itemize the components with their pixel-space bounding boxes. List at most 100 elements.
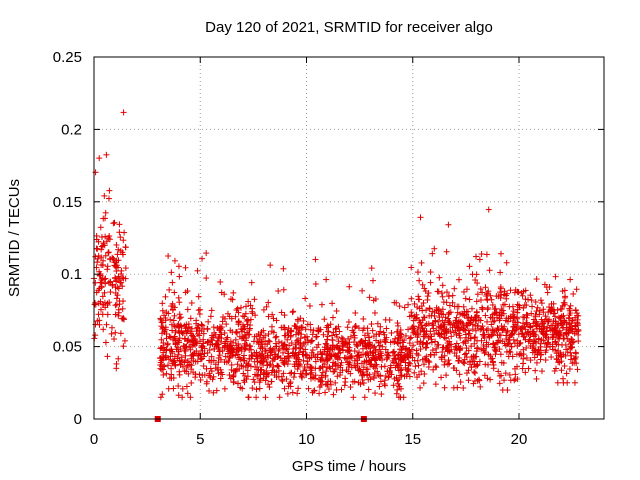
data-point xyxy=(348,352,355,359)
data-point xyxy=(520,346,527,353)
data-point xyxy=(312,358,319,365)
data-point xyxy=(426,305,433,312)
data-point xyxy=(558,313,565,320)
data-point xyxy=(418,322,425,329)
data-point xyxy=(489,301,496,308)
data-point xyxy=(312,281,319,288)
data-point xyxy=(571,355,578,362)
data-point xyxy=(207,365,214,372)
data-point xyxy=(501,377,508,384)
data-point xyxy=(492,305,499,312)
data-point xyxy=(428,336,435,343)
data-point xyxy=(100,257,107,264)
data-point xyxy=(210,389,217,396)
data-point xyxy=(113,277,120,284)
data-point xyxy=(431,331,438,338)
data-point xyxy=(243,341,250,348)
y-tick-labels: 0 0.05 0.1 0.15 0.2 0.25 xyxy=(53,49,82,428)
data-point xyxy=(498,323,505,330)
data-point xyxy=(478,337,485,344)
data-point xyxy=(329,337,336,344)
data-point xyxy=(106,233,113,240)
data-point xyxy=(479,289,486,296)
data-point xyxy=(410,317,417,324)
data-point xyxy=(241,346,248,353)
data-point xyxy=(98,246,105,253)
data-point xyxy=(477,326,484,333)
data-point xyxy=(257,345,264,352)
data-point xyxy=(323,368,330,375)
data-point xyxy=(552,347,559,354)
data-point xyxy=(228,361,235,368)
data-point xyxy=(421,314,428,321)
data-point xyxy=(564,335,571,342)
data-point xyxy=(482,361,489,368)
data-point xyxy=(429,347,436,354)
data-point xyxy=(408,346,415,353)
data-point xyxy=(497,337,504,344)
data-point xyxy=(215,370,222,377)
data-point xyxy=(95,311,102,318)
data-point xyxy=(387,339,394,346)
data-point xyxy=(179,394,186,401)
data-point xyxy=(115,312,122,319)
data-point xyxy=(294,390,301,397)
data-point xyxy=(462,295,469,302)
data-point xyxy=(297,315,304,322)
data-point xyxy=(289,389,296,396)
data-point xyxy=(175,383,182,390)
data-point xyxy=(276,394,283,401)
data-point xyxy=(522,369,529,376)
data-point xyxy=(175,392,182,399)
data-point xyxy=(354,343,361,350)
data-point xyxy=(473,308,480,315)
data-point xyxy=(377,373,384,380)
data-point xyxy=(445,357,452,364)
data-point xyxy=(167,316,174,323)
data-point xyxy=(444,348,451,355)
data-point xyxy=(402,332,409,339)
data-point xyxy=(419,281,426,288)
data-point xyxy=(119,305,126,312)
data-point xyxy=(386,369,393,376)
data-point xyxy=(448,333,455,340)
data-point xyxy=(512,327,519,334)
data-point xyxy=(325,346,332,353)
data-point xyxy=(108,330,115,337)
data-point xyxy=(165,252,172,259)
data-point xyxy=(258,366,265,373)
data-point xyxy=(441,358,448,365)
data-point xyxy=(335,323,342,330)
data-point xyxy=(465,314,472,321)
data-point xyxy=(443,372,450,379)
data-point xyxy=(206,347,213,354)
data-point xyxy=(223,321,230,328)
data-point xyxy=(446,302,453,309)
data-point xyxy=(181,335,188,342)
data-point xyxy=(555,359,562,366)
data-point xyxy=(556,333,563,340)
data-point xyxy=(445,342,452,349)
data-point xyxy=(263,303,270,310)
data-point xyxy=(204,325,211,332)
data-point xyxy=(310,327,317,334)
data-point xyxy=(278,309,285,316)
data-point xyxy=(466,263,473,270)
data-point xyxy=(365,386,372,393)
data-point xyxy=(415,293,422,300)
data-point xyxy=(112,274,119,281)
data-point xyxy=(543,334,550,341)
data-point xyxy=(472,277,479,284)
data-point xyxy=(402,345,409,352)
data-point xyxy=(284,390,291,397)
data-point xyxy=(476,358,483,365)
data-point xyxy=(465,377,472,384)
data-point xyxy=(455,343,462,350)
data-point xyxy=(187,328,194,335)
data-point xyxy=(241,379,248,386)
data-point xyxy=(330,329,337,336)
data-point xyxy=(378,391,385,398)
data-point xyxy=(248,346,255,353)
data-point xyxy=(375,339,382,346)
data-point xyxy=(166,286,173,293)
